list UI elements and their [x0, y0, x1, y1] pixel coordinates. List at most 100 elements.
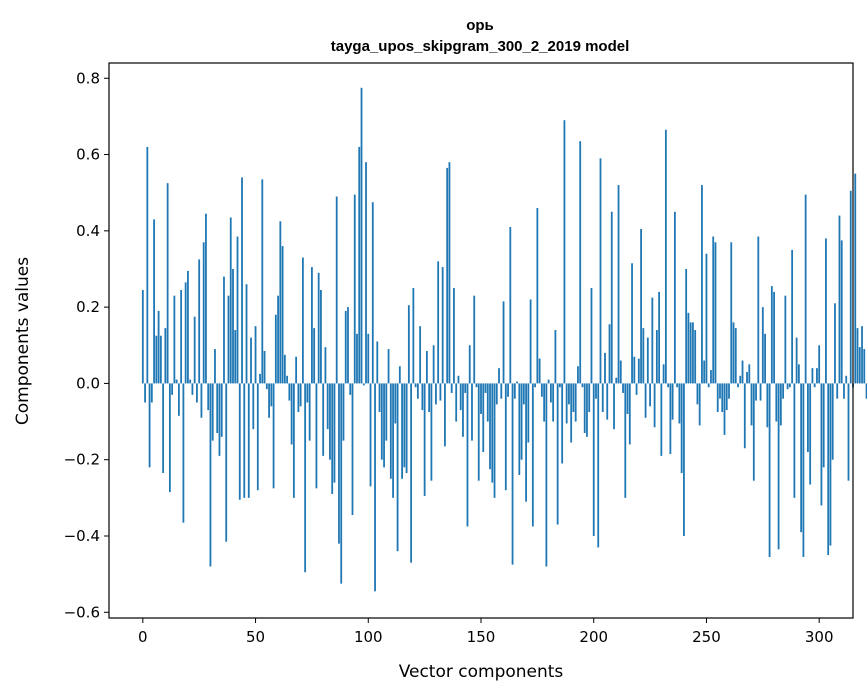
bar-153	[486, 383, 489, 422]
bar-292	[800, 383, 803, 533]
bar-55	[265, 383, 268, 390]
bar-297	[811, 368, 814, 384]
bar-217	[631, 263, 633, 384]
bar-241	[685, 268, 688, 384]
bar-119	[410, 383, 413, 563]
bar-174	[534, 383, 537, 388]
bar-20	[187, 270, 189, 384]
bar-10	[164, 328, 167, 384]
bar-133	[441, 267, 444, 384]
bar-264	[737, 383, 739, 388]
bar-275	[761, 307, 764, 384]
bar-23	[193, 316, 196, 384]
bar-294	[804, 194, 807, 384]
bar-170	[525, 383, 527, 502]
bar-148	[475, 383, 478, 388]
bar-210	[615, 377, 618, 384]
bar-73	[306, 383, 309, 403]
bar-202	[597, 383, 600, 548]
bar-167	[518, 383, 521, 475]
bar-284	[782, 383, 785, 399]
bar-77	[315, 383, 318, 489]
bar-303	[825, 238, 827, 384]
bar-300	[818, 345, 821, 384]
bar-156	[493, 383, 496, 498]
bars-group	[141, 87, 867, 592]
x-tick-label-0: 0	[138, 628, 148, 646]
bar-218	[633, 356, 636, 384]
bar-87	[338, 383, 340, 544]
bar-60	[277, 295, 279, 384]
bar-213	[622, 383, 624, 393]
x-tick-label-1: 50	[246, 628, 265, 646]
bar-18	[182, 383, 185, 523]
bar-239	[680, 383, 683, 474]
bar-13	[171, 383, 174, 395]
bar-32	[214, 349, 216, 384]
bar-62	[281, 246, 284, 384]
bar-271	[752, 383, 755, 481]
bar-272	[755, 383, 757, 401]
bar-182	[552, 383, 555, 422]
bar-270	[750, 383, 753, 426]
bar-293	[802, 383, 805, 557]
bar-320	[863, 349, 866, 384]
bar-316	[854, 173, 857, 384]
bar-58	[272, 383, 275, 489]
bar-166	[516, 381, 518, 384]
bar-280	[773, 291, 775, 384]
bar-105	[378, 383, 381, 413]
bar-301	[820, 383, 823, 506]
bar-188	[565, 383, 568, 424]
bar-203	[599, 158, 602, 384]
bar-178	[543, 383, 546, 422]
bar-108	[385, 383, 388, 441]
y-tick-label-4: 0.2	[76, 298, 100, 316]
bar-230	[660, 383, 663, 456]
bar-122	[416, 383, 419, 399]
bar-254	[714, 242, 717, 384]
bar-233	[667, 383, 670, 388]
bar-279	[770, 286, 773, 384]
bar-107	[383, 383, 385, 468]
bar-149	[477, 383, 480, 481]
bar-216	[628, 383, 631, 445]
bar-123	[419, 326, 422, 384]
bar-30	[209, 383, 212, 567]
bar-100	[367, 333, 370, 384]
bar-183	[554, 330, 557, 384]
bar-253	[712, 236, 715, 384]
bar-2	[146, 146, 149, 384]
bar-307	[834, 303, 836, 384]
bar-147	[473, 295, 476, 384]
bar-95	[356, 333, 358, 384]
bar-257	[721, 383, 724, 413]
bar-69	[297, 383, 300, 413]
bar-1	[144, 383, 146, 403]
bar-179	[545, 383, 548, 567]
bar-211	[617, 185, 620, 384]
bar-106	[380, 383, 383, 460]
bar-151	[482, 383, 485, 453]
bar-157	[495, 383, 498, 405]
bar-3	[148, 383, 151, 468]
bar-177	[540, 383, 543, 397]
bar-207	[608, 324, 611, 384]
bar-64	[286, 375, 289, 384]
bar-104	[376, 341, 379, 384]
bar-102	[371, 202, 374, 384]
bar-231	[662, 364, 665, 384]
bar-57	[270, 383, 273, 407]
bar-187	[563, 120, 566, 384]
bar-162	[507, 383, 509, 397]
bar-299	[816, 368, 818, 384]
bar-197	[586, 383, 588, 437]
bar-165	[513, 383, 516, 399]
bar-214	[624, 383, 627, 498]
bar-25	[198, 259, 201, 384]
bar-287	[788, 383, 791, 388]
bar-154	[489, 383, 491, 470]
bar-219	[635, 383, 638, 395]
bar-59	[274, 314, 277, 384]
